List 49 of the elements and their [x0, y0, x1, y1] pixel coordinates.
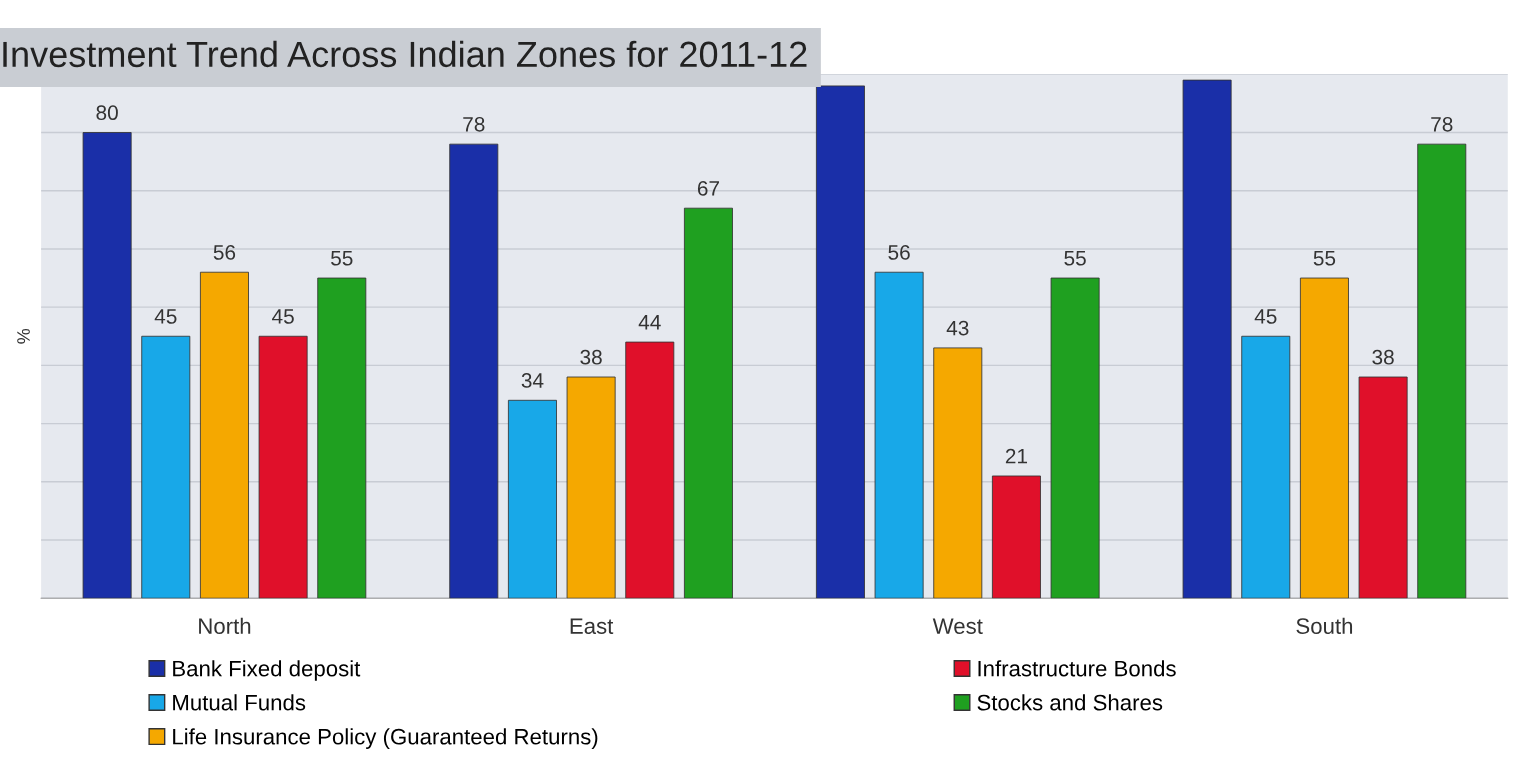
- bar: [625, 341, 675, 599]
- data-label: 80: [96, 105, 118, 121]
- chart-title: Investment Trend Across Indian Zones for 2011-12: [3, 40, 807, 68]
- bar: [258, 335, 308, 599]
- data-label: 38: [580, 349, 602, 365]
- bar: [815, 85, 865, 599]
- bar: [683, 207, 733, 599]
- bar: [449, 143, 499, 599]
- x-tick-label: West: [932, 618, 983, 634]
- bar: [317, 277, 367, 599]
- data-label: 45: [154, 309, 177, 324]
- bar: [1299, 277, 1349, 599]
- bar: [141, 335, 191, 599]
- data-label: 56: [888, 245, 910, 260]
- data-label: 56: [213, 245, 236, 260]
- bar: [82, 132, 132, 599]
- legend-label: Infrastructure Bonds: [978, 660, 1176, 677]
- x-tick-label: North: [199, 617, 251, 634]
- bar: [507, 399, 557, 599]
- bar: [199, 271, 249, 599]
- x-tick-label: East: [570, 618, 614, 634]
- bar: [1241, 335, 1291, 599]
- data-label: 45: [1254, 309, 1277, 324]
- data-label: 78: [463, 116, 485, 132]
- legend-label: Bank Fixed deposit: [173, 660, 361, 681]
- bar: [1050, 277, 1100, 599]
- data-label: 55: [331, 251, 353, 266]
- data-label: 43: [946, 320, 969, 336]
- data-label: 34: [521, 373, 544, 388]
- data-label: 44: [638, 315, 661, 330]
- bar: [1358, 376, 1408, 599]
- bar: [991, 475, 1041, 599]
- bar: [933, 347, 983, 599]
- bar: [566, 376, 616, 599]
- data-label: 45: [272, 309, 294, 324]
- bar: [1417, 143, 1467, 599]
- x-tick-label: South: [1296, 617, 1353, 634]
- data-label: 38: [1372, 349, 1394, 365]
- bar: [874, 271, 924, 599]
- data-label: 21: [1005, 448, 1028, 464]
- y-axis-title: %: [17, 328, 30, 344]
- legend-label: Stocks and Shares: [977, 694, 1163, 711]
- legend-label: Life Insurance Policy (Guaranteed Returns): [173, 728, 598, 749]
- legend-label: Mutual Funds: [173, 694, 306, 711]
- data-label: 55: [1313, 251, 1336, 266]
- bar: [1182, 79, 1232, 599]
- data-label: 78: [1431, 116, 1453, 132]
- data-label: 67: [697, 180, 719, 196]
- data-label: 55: [1064, 251, 1086, 266]
